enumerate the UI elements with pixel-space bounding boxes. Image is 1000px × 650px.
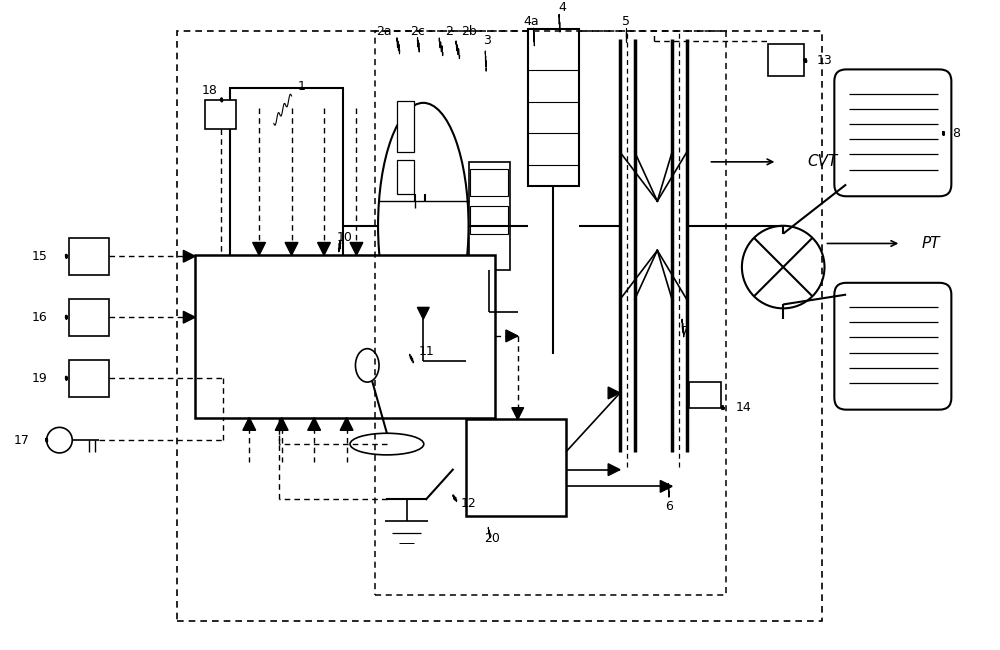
Polygon shape — [340, 417, 353, 430]
Text: 2: 2 — [445, 25, 453, 38]
Text: 6: 6 — [665, 499, 673, 512]
Polygon shape — [350, 242, 363, 255]
Bar — [177, 31, 822, 621]
Bar — [528, 29, 579, 187]
Text: 13: 13 — [817, 54, 832, 67]
Bar — [375, 31, 726, 595]
Bar — [195, 255, 495, 417]
Text: 19: 19 — [32, 372, 48, 385]
Ellipse shape — [378, 103, 469, 348]
Bar — [69, 298, 109, 336]
Polygon shape — [183, 311, 195, 323]
Polygon shape — [417, 307, 429, 319]
Text: PT: PT — [921, 236, 940, 251]
Text: 11: 11 — [418, 345, 434, 358]
Text: 18: 18 — [202, 84, 218, 97]
Polygon shape — [183, 250, 195, 262]
Text: CVT: CVT — [807, 154, 838, 170]
Bar — [397, 275, 414, 309]
Bar — [69, 359, 109, 397]
Bar — [470, 206, 508, 233]
Polygon shape — [308, 417, 321, 430]
Polygon shape — [608, 387, 620, 399]
Bar — [397, 101, 414, 152]
Bar — [230, 88, 343, 314]
Text: 15: 15 — [32, 250, 48, 263]
Text: 1: 1 — [297, 80, 305, 93]
Polygon shape — [275, 417, 288, 430]
FancyBboxPatch shape — [834, 283, 951, 410]
Polygon shape — [318, 242, 330, 255]
Bar — [470, 169, 508, 196]
Polygon shape — [506, 330, 518, 342]
Text: 2b: 2b — [461, 25, 476, 38]
FancyBboxPatch shape — [834, 70, 951, 196]
Text: 2c: 2c — [410, 25, 425, 38]
Polygon shape — [243, 417, 256, 430]
Text: 4a: 4a — [524, 15, 539, 28]
Polygon shape — [660, 480, 672, 492]
Polygon shape — [253, 242, 265, 255]
Bar — [466, 419, 566, 516]
Text: 16: 16 — [32, 311, 48, 324]
Text: 12: 12 — [461, 497, 476, 510]
Text: 7: 7 — [681, 326, 689, 339]
Ellipse shape — [350, 434, 424, 455]
Bar — [205, 100, 236, 129]
Text: 8: 8 — [952, 127, 960, 140]
Text: 20: 20 — [484, 532, 500, 545]
Bar — [69, 237, 109, 275]
Bar — [768, 44, 804, 76]
Text: 4: 4 — [558, 1, 566, 14]
Bar — [689, 382, 721, 408]
Bar — [397, 317, 414, 354]
Text: 17: 17 — [14, 434, 30, 447]
Polygon shape — [285, 242, 298, 255]
Text: 5: 5 — [622, 15, 630, 28]
Bar — [397, 160, 414, 194]
Text: 14: 14 — [736, 401, 752, 414]
Polygon shape — [608, 463, 620, 476]
Ellipse shape — [355, 348, 379, 382]
Bar — [469, 162, 510, 270]
Text: 3: 3 — [483, 34, 491, 47]
Text: 10: 10 — [337, 231, 353, 244]
Polygon shape — [512, 408, 524, 419]
Text: 2a: 2a — [376, 25, 392, 38]
